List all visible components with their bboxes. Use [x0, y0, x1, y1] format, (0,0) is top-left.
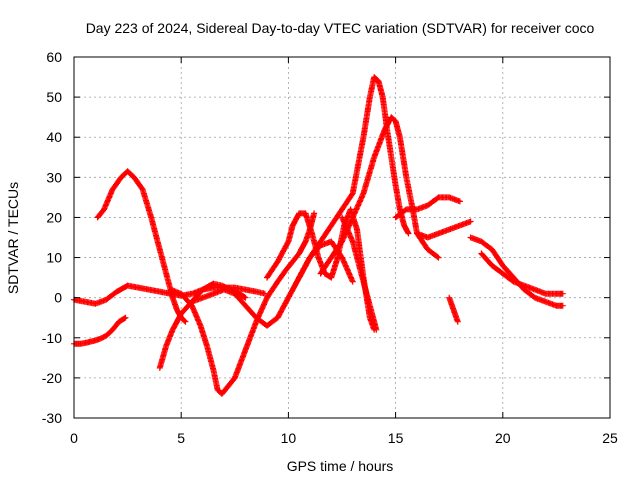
- series-14-markers: [467, 234, 566, 309]
- x-tick-label-4: 20: [495, 430, 511, 446]
- data-points: [71, 74, 566, 397]
- plot-frame: [73, 56, 611, 419]
- series-15-markers: [478, 250, 566, 297]
- y-tick-label-0: -30: [42, 410, 62, 426]
- series-13-markers: [446, 294, 461, 325]
- y-tick-label-4: 10: [46, 250, 62, 266]
- series-14: [467, 234, 566, 309]
- x-axis-label: GPS time / hours: [287, 458, 394, 474]
- series-3: [94, 168, 189, 325]
- series-10-markers: [339, 214, 380, 333]
- series-15: [478, 250, 566, 297]
- series-12: [414, 218, 474, 241]
- series-1: [71, 314, 129, 347]
- x-ticks: 0 5 10 15 20 25: [70, 57, 618, 446]
- chart-title: Day 223 of 2024, Sidereal Day-to-day VTE…: [86, 20, 595, 36]
- series-1-markers: [71, 314, 129, 347]
- series-12-markers: [414, 218, 474, 241]
- y-tick-label-1: -20: [42, 370, 62, 386]
- x-tick-label-3: 15: [388, 430, 404, 446]
- y-tick-label-6: 30: [46, 169, 62, 185]
- series-11-markers: [392, 194, 463, 221]
- series-5: [167, 210, 318, 397]
- series-8: [296, 74, 412, 281]
- y-axis-label: SDTVAR / TECUs: [5, 182, 21, 294]
- y-tick-label-5: 20: [46, 209, 62, 225]
- x-tick-label-2: 10: [281, 430, 297, 446]
- y-tick-label-2: -10: [42, 330, 62, 346]
- x-tick-label-0: 0: [70, 430, 78, 446]
- y-tick-label-3: 0: [54, 290, 62, 306]
- series-10: [339, 214, 380, 333]
- series-9-markers: [317, 114, 442, 277]
- series-9: [317, 114, 442, 277]
- series-5-markers: [167, 210, 318, 397]
- y-ticks: -30 -20 -10 0 10 20 30 40 50 60: [42, 49, 610, 426]
- x-tick-label-5: 25: [602, 430, 618, 446]
- series-13: [446, 294, 461, 325]
- y-tick-label-9: 60: [46, 49, 62, 65]
- series-8-markers: [296, 74, 412, 281]
- x-tick-label-1: 5: [177, 430, 185, 446]
- y-tick-label-7: 40: [46, 129, 62, 145]
- y-tick-label-8: 50: [46, 89, 62, 105]
- gridlines: [74, 57, 610, 418]
- series-11: [392, 194, 463, 221]
- series-3-markers: [94, 168, 189, 325]
